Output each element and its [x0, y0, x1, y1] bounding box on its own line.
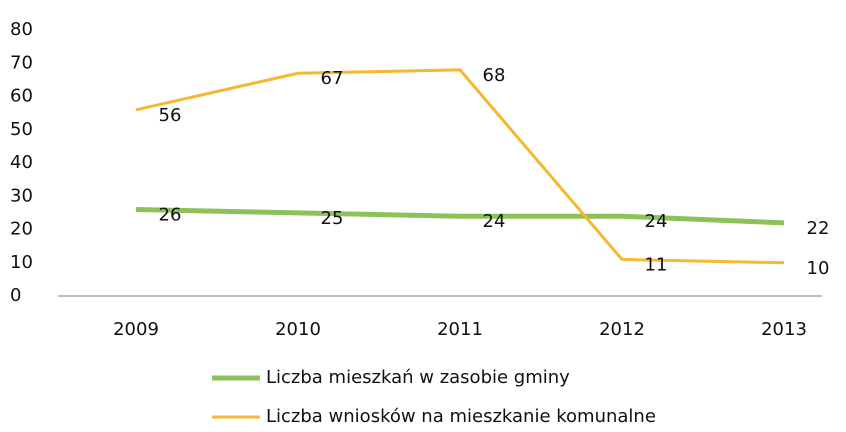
y-tick-label: 80 [10, 19, 33, 40]
x-tick-label: 2009 [113, 319, 159, 340]
data-label: 68 [483, 65, 506, 86]
y-tick-label: 40 [10, 152, 33, 173]
data-label: 10 [807, 258, 830, 279]
data-label: 11 [645, 254, 668, 275]
data-label: 26 [159, 205, 182, 226]
x-tick-label: 2011 [437, 319, 483, 340]
y-tick-label: 70 [10, 52, 33, 73]
x-tick-label: 2013 [761, 319, 807, 340]
legend-label: Liczba wniosków na mieszkanie komunalne [266, 406, 656, 427]
data-label: 24 [645, 211, 668, 232]
y-tick-label: 50 [10, 119, 33, 140]
y-tick-label: 60 [10, 86, 33, 107]
y-tick-label: 0 [10, 285, 21, 306]
series-line [135, 68, 785, 265]
data-label: 25 [321, 208, 344, 229]
data-label: 56 [159, 105, 182, 126]
data-label: 24 [483, 211, 506, 232]
data-label: 67 [321, 68, 344, 89]
y-tick-label: 30 [10, 185, 33, 206]
data-label: 22 [807, 218, 830, 239]
legend-label: Liczba mieszkań w zasobie gminy [266, 367, 570, 388]
x-tick-label: 2012 [599, 319, 645, 340]
y-tick-label: 20 [10, 219, 33, 240]
x-tick-label: 2010 [275, 319, 321, 340]
y-tick-label: 10 [10, 252, 33, 273]
series-line [135, 207, 785, 226]
